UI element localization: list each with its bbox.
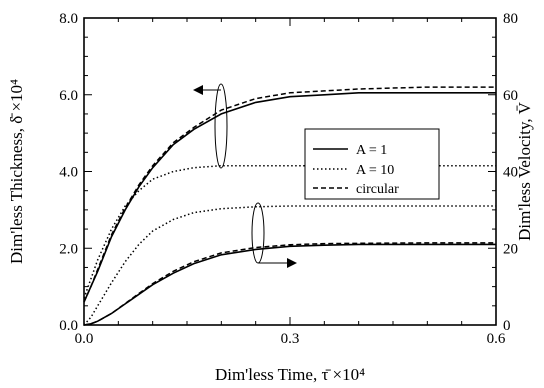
x-tick-label: 0.0 [75,331,94,347]
y-left-tick-label: 2.0 [59,241,78,257]
y-right-tick-label: 0 [503,318,511,334]
annotations-layer [193,83,297,268]
left-arrow-head [193,85,203,95]
x-tick-label: 0.6 [487,331,506,347]
y-right-tick-label: 60 [503,88,518,104]
x-axis-label: Dim'less Time, τ̄ ×10⁴ [215,365,365,384]
series-line-5-dashed-right [83,242,496,326]
y-axis-left-label: Dim'less Thickness, δ̄ ×10⁴ [7,79,26,264]
y-left-tick-label: 0.0 [59,318,78,334]
y-left-tick-label: 6.0 [59,88,78,104]
right-arrow-head [287,258,297,268]
y-left-tick-label: 8.0 [59,11,78,27]
left-curves-ellipse [214,83,228,169]
series-line-1-dashed-left [83,86,496,303]
ticks-layer [83,17,497,326]
series-line-4-solid-right [83,243,496,326]
tick-labels-layer: 0.0 0.3 0.6 0.0 2.0 4.0 6.0 8.0 0 20 40 60 80 [59,11,518,347]
y-left-tick-label: 4.0 [59,165,78,181]
legend-label-a1: A = 1 [356,143,387,158]
legend-box [304,128,440,200]
right-curves-ellipse [251,202,265,264]
x-tick-label: 0.3 [281,331,300,347]
y-right-tick-label: 20 [503,241,518,257]
legend-label-circular: circular [356,182,399,197]
legend: A = 1 A = 10 circular [304,128,440,200]
y-right-tick-label: 40 [503,165,518,181]
y-axis-right-label: Dim'less Velocity, V̄ [515,101,534,240]
series-line-3-dotted-right [83,205,496,326]
legend-label-a10: A = 10 [356,163,394,178]
y-right-tick-label: 80 [503,11,518,27]
curves-layer [83,86,496,326]
